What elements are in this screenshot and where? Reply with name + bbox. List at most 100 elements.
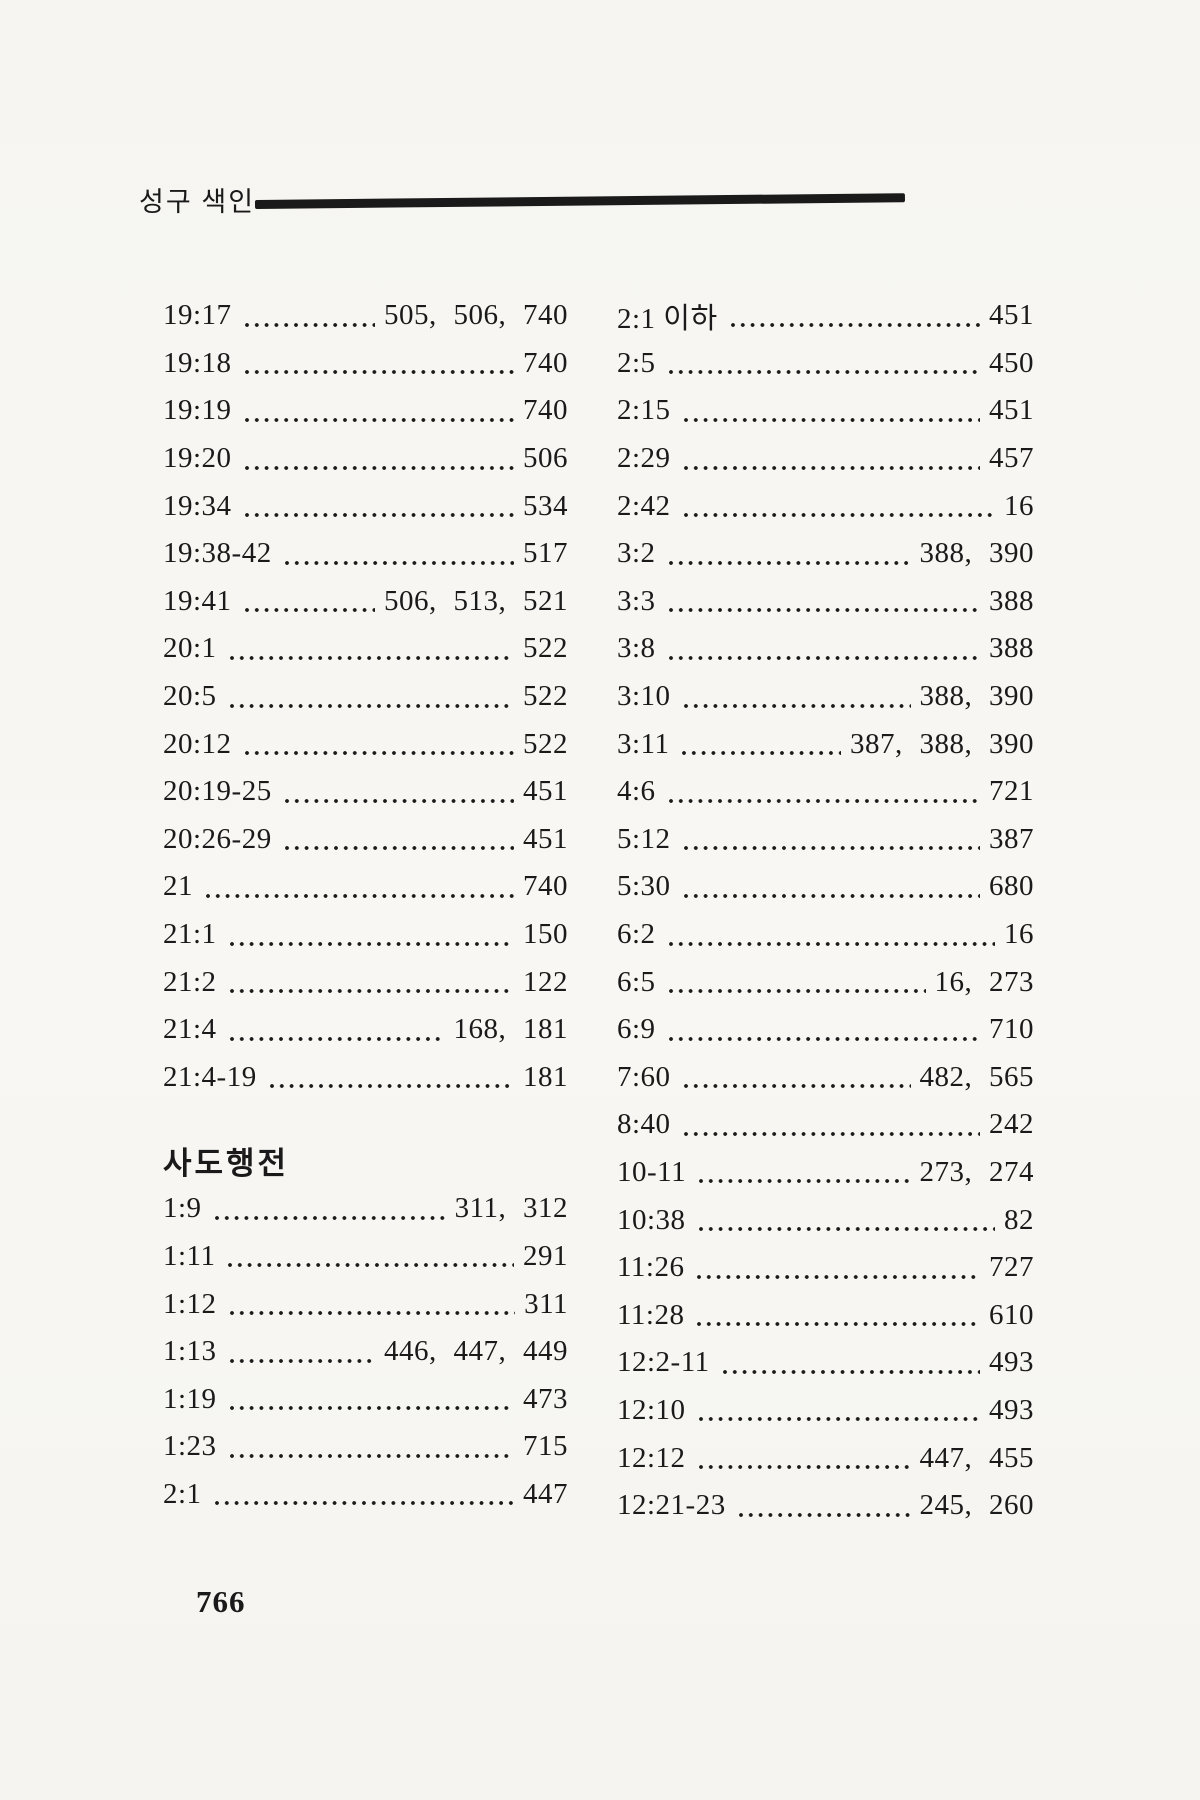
index-entry-row: 21:4 168, 181 <box>163 1006 568 1054</box>
verse-reference: 2:1 이하 <box>617 302 718 335</box>
verse-reference: 2:42 <box>617 489 671 522</box>
index-entry-row: 11:26 727 <box>617 1244 1034 1292</box>
index-entry-row: 3:8 388 <box>617 625 1034 673</box>
dot-leader <box>668 370 980 375</box>
index-entry-row: 5:30 680 <box>617 863 1034 911</box>
page-numbers: 82 <box>1004 1203 1034 1236</box>
dot-leader <box>698 1465 911 1470</box>
verse-reference: 3:2 <box>617 537 656 570</box>
page-numbers: 311, 312 <box>454 1192 568 1225</box>
dot-leader <box>683 1131 980 1136</box>
page-numbers: 727 <box>989 1251 1034 1284</box>
folio-page-number: 766 <box>196 1584 246 1619</box>
page-numbers: 721 <box>989 775 1034 808</box>
dot-leader <box>697 1274 980 1279</box>
verse-reference: 1:12 <box>163 1287 217 1320</box>
dot-leader <box>683 1084 911 1089</box>
page-numbers: 388 <box>989 584 1034 617</box>
dot-leader <box>229 1453 514 1458</box>
index-entry-row: 1:11 291 <box>163 1233 568 1281</box>
verse-reference: 1:23 <box>163 1430 217 1463</box>
index-entry-row: 1:9 311, 312 <box>163 1185 568 1233</box>
index-entry-row: 21:2 122 <box>163 958 568 1006</box>
index-entry-row: 10:38 82 <box>617 1196 1034 1244</box>
index-entry-row: 12:21-23 245, 260 <box>617 1482 1034 1530</box>
index-entry-row: 1:23 715 <box>163 1423 568 1471</box>
page-numbers: 168, 181 <box>453 1013 568 1046</box>
verse-reference: 6:2 <box>617 918 656 951</box>
page-numbers: 740 <box>523 870 568 903</box>
page-header: 성구 색인 <box>139 184 1059 224</box>
header-rule <box>254 193 906 209</box>
dot-leader <box>229 941 514 946</box>
index-entry-row: 2:29 457 <box>617 435 1034 483</box>
index-entry-row: 5:12 387 <box>617 816 1034 864</box>
index-entry-row: 19:19 740 <box>163 387 568 435</box>
verse-reference: 20:19-25 <box>163 775 272 808</box>
dot-leader <box>668 798 980 803</box>
page-numbers: 242 <box>989 1108 1034 1141</box>
dot-leader <box>697 1322 980 1327</box>
page-numbers: 447 <box>523 1477 568 1510</box>
index-entry-row: 1:12 311 <box>163 1280 568 1328</box>
verse-reference: 3:3 <box>617 584 656 617</box>
verse-reference: 19:41 <box>163 584 232 617</box>
verse-reference: 20:26-29 <box>163 822 272 855</box>
verse-reference: 1:11 <box>163 1239 216 1272</box>
verse-reference: 3:11 <box>617 727 670 760</box>
index-entry-row: 19:20 506 <box>163 435 568 483</box>
index-entry-row: 20:26-29 451 <box>163 816 568 864</box>
page-numbers: 451 <box>523 822 568 855</box>
index-entry-row: 4:6 721 <box>617 768 1034 816</box>
index-entry-row: 7:60 482, 565 <box>617 1054 1034 1102</box>
index-entry-row: 12:12 447, 455 <box>617 1434 1034 1482</box>
page-numbers: 457 <box>989 442 1034 475</box>
page-numbers: 493 <box>989 1346 1034 1379</box>
index-entry-row: 6:2 16 <box>617 911 1034 959</box>
index-entry-row: 2:1 이하 451 <box>617 292 1034 340</box>
page-numbers: 122 <box>523 965 568 998</box>
verse-reference: 19:17 <box>163 299 232 332</box>
page-numbers: 16 <box>1004 489 1034 522</box>
index-entry-row: 21:1 150 <box>163 911 568 959</box>
dot-leader <box>244 513 514 518</box>
page-numbers: 16, 273 <box>934 965 1034 998</box>
page-numbers: 450 <box>989 346 1034 379</box>
page-numbers: 680 <box>989 870 1034 903</box>
verse-reference: 1:9 <box>163 1192 202 1225</box>
dot-leader <box>244 417 514 422</box>
index-entry-row: 2:15 451 <box>617 387 1034 435</box>
dot-leader <box>244 608 375 613</box>
dot-leader <box>229 989 514 994</box>
page-numbers: 522 <box>523 727 568 760</box>
dot-leader <box>214 1215 446 1220</box>
verse-reference: 12:12 <box>617 1441 686 1474</box>
verse-reference: 2:15 <box>617 394 671 427</box>
index-entry-row: 8:40 242 <box>617 1101 1034 1149</box>
verse-reference: 5:30 <box>617 870 671 903</box>
page-numbers: 522 <box>523 632 568 665</box>
page-numbers: 311 <box>524 1287 568 1320</box>
verse-reference: 6:9 <box>617 1013 656 1046</box>
index-entry-row: 10-11 273, 274 <box>617 1149 1034 1197</box>
verse-reference: 4:6 <box>617 775 656 808</box>
verse-reference: 12:10 <box>617 1393 686 1426</box>
verse-reference: 21:2 <box>163 965 217 998</box>
index-entry-row: 3:3 388 <box>617 578 1034 626</box>
verse-reference: 20:12 <box>163 727 232 760</box>
dot-leader <box>683 513 995 518</box>
page-numbers: 273, 274 <box>919 1155 1034 1188</box>
verse-reference: 19:19 <box>163 394 232 427</box>
verse-reference: 20:5 <box>163 680 217 713</box>
index-column-right: 2:1 이하 451 2:5 450 2:15 451 2:29 457 2:42 16 3:2 38… <box>617 292 1034 1529</box>
dot-leader <box>229 703 514 708</box>
dot-leader <box>668 655 980 660</box>
index-entry-row: 1:19 473 <box>163 1375 568 1423</box>
index-entry-row: 20:1 522 <box>163 625 568 673</box>
index-entry-row: 19:17 505, 506, 740 <box>163 292 568 340</box>
page-numbers: 150 <box>523 918 568 951</box>
page-numbers: 740 <box>523 346 568 379</box>
page-numbers: 291 <box>523 1239 568 1272</box>
verse-reference: 12:2-11 <box>617 1346 710 1379</box>
page-numbers: 517 <box>523 537 568 570</box>
